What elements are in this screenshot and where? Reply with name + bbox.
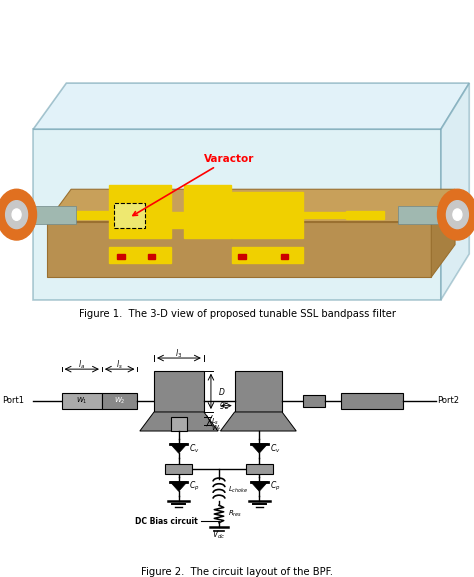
Polygon shape [220, 412, 296, 431]
Text: $L_{choke}$: $L_{choke}$ [228, 485, 249, 495]
Bar [165, 464, 192, 474]
Bar [109, 185, 171, 238]
Text: $l_3$: $l_3$ [175, 347, 182, 359]
Ellipse shape [453, 209, 462, 220]
Polygon shape [251, 444, 268, 454]
Polygon shape [140, 412, 218, 431]
Ellipse shape [438, 189, 474, 240]
Bar [28, 207, 76, 224]
Polygon shape [431, 189, 455, 277]
Text: Port2: Port2 [437, 396, 459, 406]
Bar [232, 192, 303, 238]
Polygon shape [47, 189, 455, 222]
Bar [109, 247, 171, 263]
Text: $C_p$: $C_p$ [270, 480, 280, 493]
Bar [76, 211, 109, 219]
Polygon shape [33, 83, 469, 129]
Bar [341, 393, 403, 409]
Text: $W_t$: $W_t$ [211, 424, 222, 433]
Bar [232, 247, 303, 263]
Bar [346, 211, 384, 219]
Bar [117, 254, 125, 259]
Bar [184, 185, 231, 238]
Text: $l_a$: $l_a$ [78, 358, 85, 370]
Ellipse shape [6, 201, 27, 228]
Text: Figure 2.  The circuit layout of the BPF.: Figure 2. The circuit layout of the BPF. [141, 567, 333, 577]
Bar [281, 254, 288, 259]
Bar [114, 203, 145, 228]
Bar [398, 207, 446, 224]
Polygon shape [251, 482, 268, 492]
Text: $V_{dc}$: $V_{dc}$ [212, 529, 226, 541]
Text: $L_s$: $L_s$ [211, 417, 219, 426]
Bar [148, 254, 155, 259]
Text: $D$: $D$ [218, 386, 226, 397]
Bar [171, 417, 187, 431]
Ellipse shape [447, 201, 468, 228]
Text: $C_p$: $C_p$ [189, 480, 200, 493]
Ellipse shape [12, 209, 21, 220]
Polygon shape [441, 83, 469, 300]
Polygon shape [33, 129, 441, 300]
Text: $R_{res}$: $R_{res}$ [228, 509, 242, 519]
Bar [303, 395, 325, 407]
Polygon shape [170, 444, 187, 454]
Text: $C_v$: $C_v$ [270, 442, 280, 455]
Polygon shape [170, 482, 187, 492]
Bar [327, 212, 346, 218]
Bar [238, 254, 246, 259]
Bar [246, 464, 273, 474]
Bar [303, 212, 327, 218]
Text: Varactor: Varactor [133, 153, 254, 216]
Ellipse shape [0, 189, 36, 240]
Bar [171, 212, 184, 218]
Text: Port1: Port1 [2, 396, 24, 406]
Text: $l_s$: $l_s$ [116, 358, 123, 370]
Bar [102, 393, 137, 409]
Bar [154, 371, 204, 412]
Polygon shape [47, 222, 431, 277]
Text: $W_1$: $W_1$ [76, 396, 87, 406]
Text: DC Bias circuit: DC Bias circuit [136, 516, 198, 526]
Text: $C_v$: $C_v$ [189, 442, 200, 455]
Bar [171, 218, 184, 228]
Text: $g$: $g$ [219, 400, 226, 411]
Bar [62, 393, 102, 409]
Bar [235, 371, 282, 412]
Text: $W_2$: $W_2$ [114, 396, 125, 406]
Text: Figure 1.  The 3-D view of proposed tunable SSL bandpass filter: Figure 1. The 3-D view of proposed tunab… [79, 309, 395, 319]
